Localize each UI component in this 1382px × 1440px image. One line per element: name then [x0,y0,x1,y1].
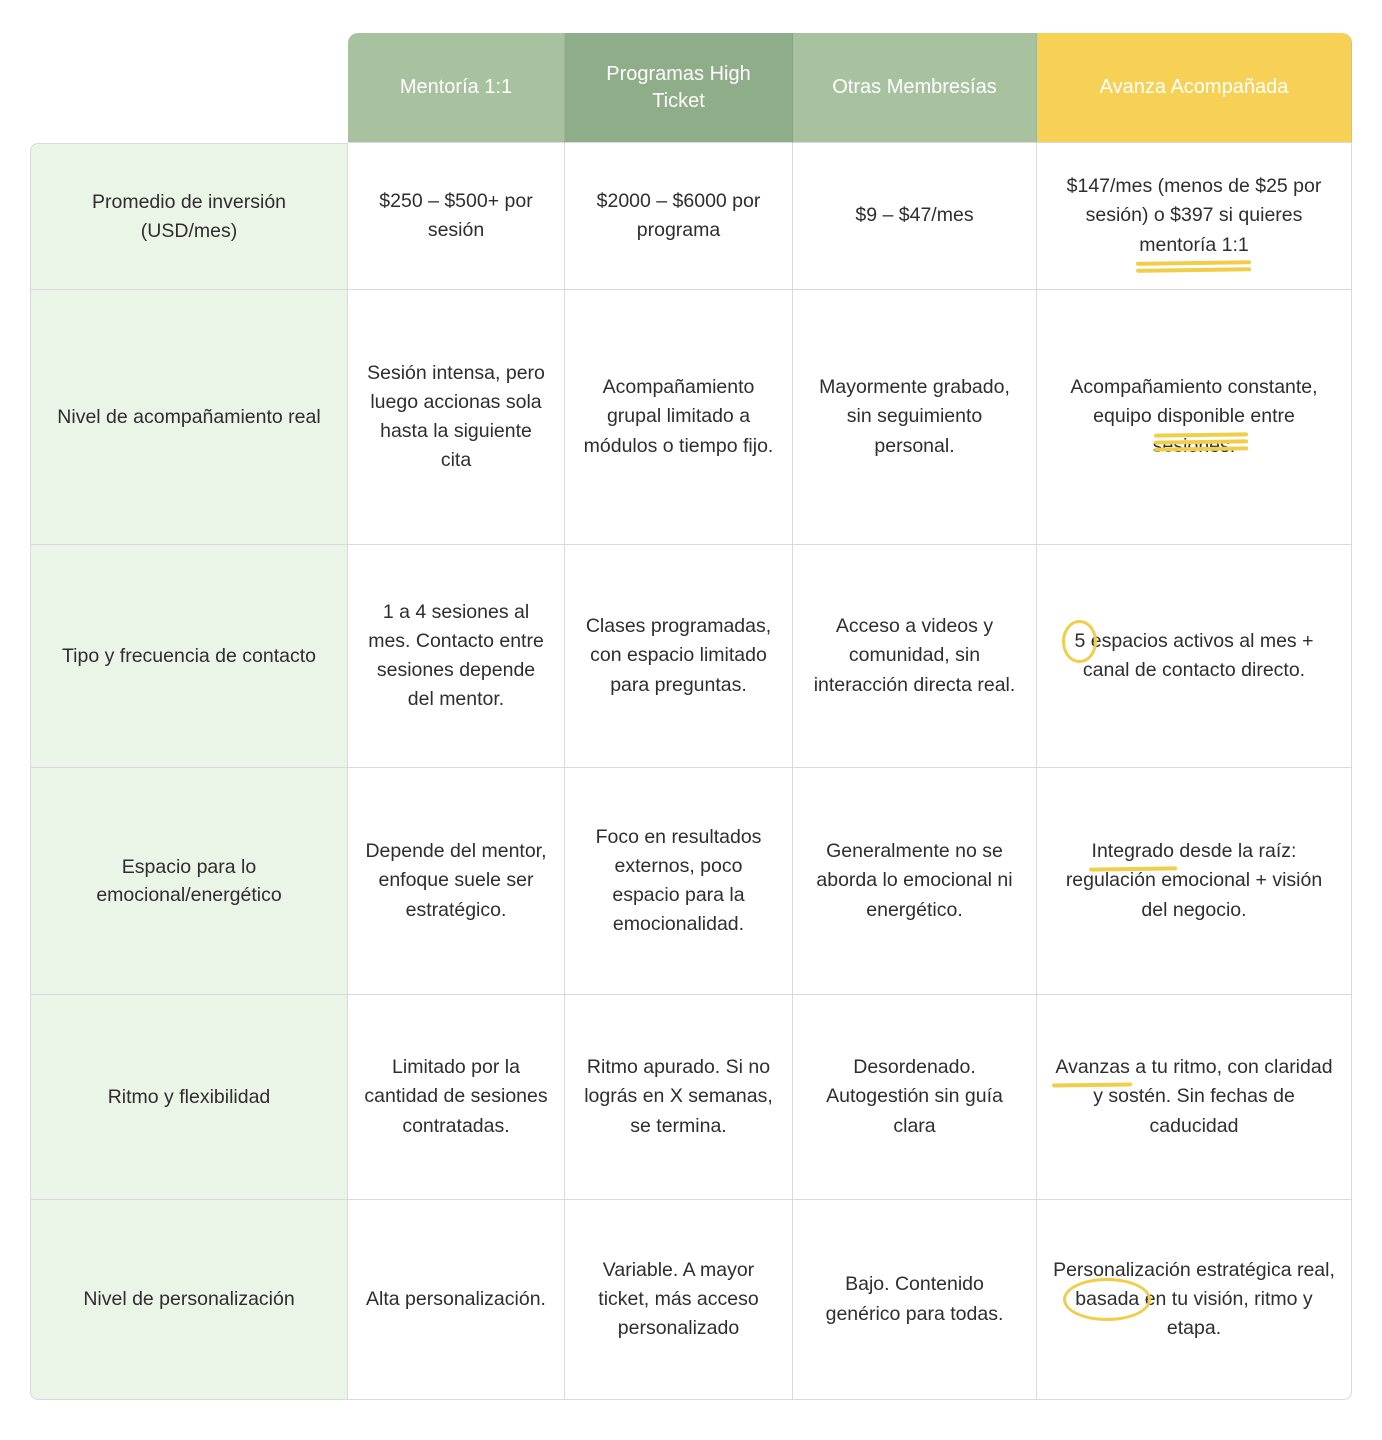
cell-text-pre: Acompañamiento constante, equipo [1070,376,1318,428]
row-label-acompanamiento-real: Nivel de acompañamiento real [30,290,348,545]
highlighted-text: 5 [1062,619,1098,664]
table-row-promedio-inversion: Promedio de inversión (USD/mes) $250 – $… [30,143,1352,290]
cell-membresias: Desordenado. Autogestión sin guía clara [793,995,1037,1200]
header-row: Mentoría 1:1 Programas High Ticket Otras… [30,33,1352,143]
cell-high-ticket: Foco en resultados externos, poco espaci… [565,768,793,995]
cell-mentoria: $250 – $500+ por sesión [348,143,565,290]
highlighted-text: Integrado [1092,837,1174,866]
comparison-table: Mentoría 1:1 Programas High Ticket Otras… [30,33,1352,1400]
row-label-promedio-inversion: Promedio de inversión (USD/mes) [30,143,348,290]
cell-text-pre: $147/mes (menos de $25 por sesión) o $39… [1066,175,1322,227]
table-row-ritmo-flexibilidad: Ritmo y flexibilidad Limitado por la can… [30,995,1352,1200]
corner-cell [30,33,348,143]
column-header-otras-membresias: Otras Membresías [793,33,1037,143]
cell-mentoria: Alta personalización. [348,1200,565,1400]
cell-text-post: espacios activos al mes + canal de conta… [1082,629,1314,681]
cell-avanza: Avanzas a tu ritmo, con claridad y sosté… [1037,995,1352,1200]
cell-membresias: Acceso a videos y comunidad, sin interac… [793,545,1037,768]
table-row-emocional-energetico: Espacio para lo emocional/energético Dep… [30,768,1352,995]
cell-text-pre: Personalización estratégica real, [1053,1258,1335,1281]
row-label-personalizacion: Nivel de personalización [30,1200,348,1400]
highlighted-text: disponible [1157,402,1245,431]
cell-membresias: Generalmente no se aborda lo emocional n… [793,768,1037,995]
cell-text-post: entre sesiones. [1152,405,1295,457]
cell-avanza: 5 espacios activos al mes + canal de con… [1037,545,1352,768]
cell-avanza: Acompañamiento constante, equipo disponi… [1037,290,1352,545]
cell-high-ticket: Clases programadas, con espacio limitado… [565,545,793,768]
row-label-emocional-energetico: Espacio para lo emocional/energético [30,768,348,995]
cell-membresias: Mayormente grabado, sin seguimiento pers… [793,290,1037,545]
cell-text-post: a tu ritmo, con claridad y sostén. Sin f… [1093,1056,1333,1137]
cell-membresias: $9 – $47/mes [793,143,1037,290]
row-label-frecuencia-contacto: Tipo y frecuencia de contacto [30,545,348,768]
highlighted-text: mentoría 1:1 [1139,231,1248,260]
cell-text-post: en tu visión, ritmo y etapa. [1139,1287,1313,1340]
cell-high-ticket: Ritmo apurado. Si no lográs en X semanas… [565,995,793,1200]
column-header-avanza-acompanada: Avanza Acompañada [1037,33,1352,143]
table-row-frecuencia-contacto: Tipo y frecuencia de contacto 1 a 4 sesi… [30,545,1352,768]
cell-avanza: $147/mes (menos de $25 por sesión) o $39… [1037,143,1352,290]
cell-high-ticket: Acompañamiento grupal limitado a módulos… [565,290,793,545]
cell-mentoria: Limitado por la cantidad de sesiones con… [348,995,565,1200]
cell-mentoria: Depende del mentor, enfoque suele ser es… [348,768,565,995]
highlighted-text: Avanzas [1055,1053,1129,1082]
cell-membresias: Bajo. Contenido genérico para todas. [793,1200,1037,1400]
table-row-personalizacion: Nivel de personalización Alta personaliz… [30,1200,1352,1400]
cell-high-ticket: Variable. A mayor ticket, más acceso per… [565,1200,793,1400]
row-label-ritmo-flexibilidad: Ritmo y flexibilidad [30,995,348,1200]
column-header-mentoria-1-1: Mentoría 1:1 [348,33,565,143]
highlighted-text: basada [1063,1277,1152,1322]
cell-mentoria: Sesión intensa, pero luego accionas sola… [348,290,565,545]
cell-avanza: Personalización estratégica real, basada… [1037,1200,1352,1400]
cell-text-post: desde la raíz: regulación emocional + vi… [1065,840,1323,921]
column-header-programas-high-ticket: Programas High Ticket [565,33,793,143]
table-row-acompanamiento-real: Nivel de acompañamiento real Sesión inte… [30,290,1352,545]
cell-avanza: Integrado desde la raíz: regulación emoc… [1037,768,1352,995]
cell-mentoria: 1 a 4 sesiones al mes. Contacto entre se… [348,545,565,768]
cell-high-ticket: $2000 – $6000 por programa [565,143,793,290]
